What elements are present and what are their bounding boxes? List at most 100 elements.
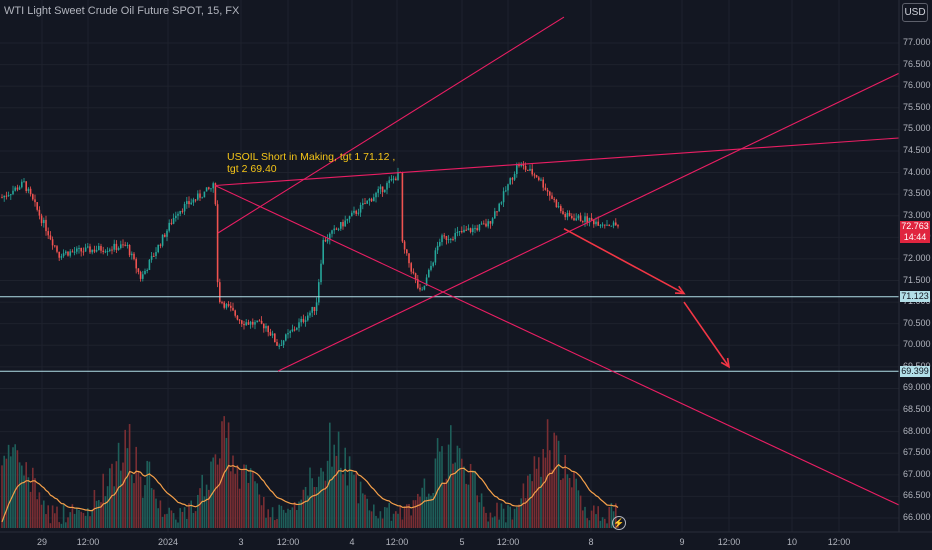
- candle-body: [606, 224, 608, 226]
- candle-body: [555, 199, 558, 208]
- lightning-icon[interactable]: ⚡: [612, 516, 626, 530]
- volume-bar: [313, 486, 316, 528]
- volume-bar: [65, 522, 67, 528]
- currency-button[interactable]: USD: [902, 3, 928, 22]
- volume-bar: [458, 448, 461, 528]
- candle-body: [221, 302, 223, 304]
- time-tick-label: 3: [238, 537, 244, 547]
- volume-bar: [538, 457, 540, 528]
- price-tick-label: 69.500: [903, 361, 931, 371]
- volume-bar: [551, 469, 553, 528]
- candle-body: [564, 214, 566, 218]
- candle-body: [494, 211, 496, 219]
- arrow-head: [720, 357, 731, 369]
- candle-body: [434, 250, 437, 263]
- volume-bar: [355, 472, 357, 528]
- candle-body: [417, 279, 419, 288]
- candle-body: [296, 327, 298, 330]
- volume-bar: [58, 522, 60, 528]
- volume-bar: [450, 425, 452, 528]
- volume-bar: [298, 501, 300, 528]
- candle-body: [359, 204, 362, 213]
- candle-body: [260, 320, 263, 324]
- candle-body: [65, 251, 67, 254]
- volume-bar: [342, 474, 344, 528]
- volume-bar: [179, 508, 181, 528]
- candle-body: [45, 219, 47, 232]
- volume-bar: [496, 502, 498, 528]
- candle-body: [463, 229, 465, 233]
- volume-bar: [194, 511, 197, 528]
- volume-bar: [102, 473, 104, 528]
- volume-bar: [56, 506, 58, 528]
- volume-bar: [87, 508, 89, 528]
- candle-body: [403, 241, 406, 250]
- candle-body: [267, 326, 269, 333]
- volume-bar: [410, 515, 412, 528]
- candle-body: [595, 221, 597, 225]
- price-tick-label: 75.500: [903, 101, 931, 112]
- volume-bar: [333, 444, 335, 528]
- candle-body: [243, 323, 245, 326]
- volume-bar: [414, 500, 417, 528]
- candle-body: [423, 285, 426, 290]
- volume-bar: [507, 505, 509, 528]
- volume-bar: [518, 504, 520, 528]
- candle-body: [617, 225, 619, 227]
- candle-body: [348, 216, 351, 219]
- volume-bar: [362, 493, 364, 528]
- price-tick-label: 70.500: [903, 317, 931, 328]
- volume-bar: [540, 476, 542, 528]
- candle-body: [82, 251, 85, 253]
- candle-body: [23, 181, 25, 183]
- annotation-text[interactable]: USOIL Short in Making, tgt 1 71.12 , tgt…: [227, 151, 395, 175]
- volume-bar: [318, 476, 320, 528]
- volume-bar: [476, 495, 478, 528]
- volume-bar: [535, 468, 538, 528]
- candle-body: [7, 195, 10, 197]
- volume-bar: [155, 498, 157, 528]
- candle-body: [139, 272, 142, 279]
- volume-bar: [104, 496, 107, 528]
- candle-body: [25, 181, 27, 192]
- volume-bar: [14, 444, 16, 528]
- volume-bar: [527, 475, 529, 528]
- volume-bar: [267, 509, 269, 528]
- time-tick-label: 2024: [157, 537, 179, 547]
- volume-bar: [144, 485, 146, 528]
- candle-body: [117, 248, 120, 250]
- candle-body: [575, 218, 577, 221]
- volume-bar: [16, 450, 19, 528]
- volume-bar: [531, 481, 533, 528]
- candle-body: [144, 271, 146, 275]
- volume-bar: [258, 494, 261, 528]
- candle-body: [542, 179, 544, 188]
- volume-bar: [282, 509, 285, 528]
- volume-bar: [100, 502, 102, 528]
- candle-body: [522, 164, 525, 166]
- volume-bar: [164, 514, 166, 528]
- candle-body: [208, 187, 210, 189]
- candle-body: [98, 245, 100, 251]
- candle-body: [469, 228, 472, 233]
- volume-bar: [322, 471, 324, 528]
- volume-bar: [595, 514, 597, 528]
- candle-body: [234, 310, 236, 316]
- volume-bar: [269, 517, 272, 528]
- candle-body: [232, 307, 234, 311]
- candle-body: [18, 187, 21, 190]
- candle-body: [124, 244, 126, 246]
- candle-body: [133, 253, 135, 260]
- candle-body: [227, 304, 230, 306]
- volume-bar: [399, 505, 401, 528]
- volume-bar: [205, 484, 208, 528]
- price-tick-label: 77.000: [903, 37, 931, 47]
- volume-bar: [131, 474, 133, 528]
- candle-body: [40, 215, 43, 224]
- price-tick-label: 76.000: [903, 80, 931, 91]
- candle-body: [21, 181, 23, 188]
- price-tick-label: 68.500: [903, 404, 931, 415]
- volume-bar: [469, 463, 472, 528]
- candle-body: [443, 235, 445, 237]
